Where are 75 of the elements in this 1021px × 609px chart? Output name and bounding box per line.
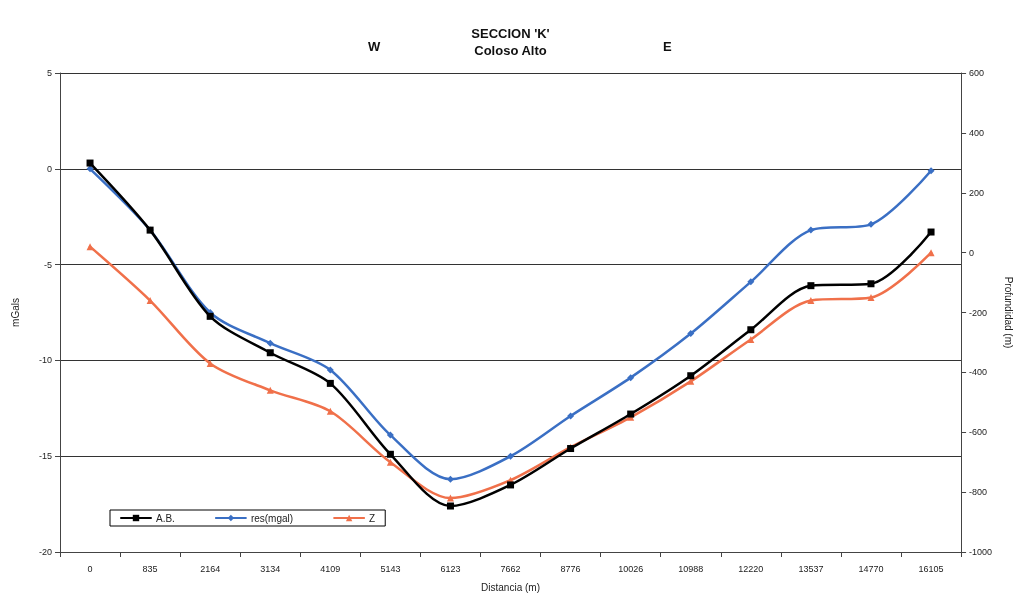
point	[266, 386, 274, 394]
point	[807, 226, 815, 234]
x-tick-label: 6123	[440, 563, 461, 574]
legend-label: res(mgal)	[250, 512, 294, 524]
point	[206, 312, 214, 320]
point	[807, 297, 815, 305]
x-tick-label: 10026	[618, 563, 644, 574]
point	[386, 431, 394, 439]
point	[807, 282, 815, 290]
y2-tick-label: -1000	[969, 547, 993, 557]
y-tick-label: -5	[43, 259, 52, 270]
point	[326, 407, 334, 415]
point	[927, 167, 935, 175]
x-tick-label: 13537	[798, 563, 824, 574]
point	[386, 450, 394, 458]
point	[326, 379, 334, 387]
x-tick-label: 12220	[738, 563, 764, 574]
point	[687, 372, 695, 380]
chart-subtitle: Coloso Alto	[474, 43, 547, 58]
point	[86, 243, 94, 251]
y2-tick-label: 0	[969, 247, 975, 258]
x-tick-label: 4109	[320, 563, 341, 574]
chart-title: SECCION 'K'	[471, 26, 550, 41]
y-tick-label: -15	[38, 451, 52, 462]
point	[446, 475, 454, 483]
y-tick-label: 5	[46, 68, 52, 78]
point	[747, 335, 755, 343]
point	[446, 502, 454, 510]
y-tick-label: -10	[38, 355, 52, 366]
point	[86, 159, 94, 167]
point	[266, 339, 274, 347]
text: W	[368, 39, 381, 54]
x-tick-label: 2164	[200, 563, 221, 574]
x-tick-label: 5143	[380, 563, 401, 574]
y2-tick-label: -800	[969, 487, 988, 498]
y-tick-label: 0	[46, 163, 52, 174]
y2-tick-label: -600	[969, 427, 988, 438]
point	[507, 481, 515, 489]
point	[386, 458, 394, 466]
x-tick-label: 7662	[500, 563, 521, 574]
point	[627, 374, 635, 382]
x-axis-title: Distancia (m)	[481, 581, 540, 593]
y2-tick-label: 400	[969, 127, 985, 138]
x-tick-label: 14770	[858, 563, 884, 574]
point	[747, 326, 755, 334]
point	[867, 280, 875, 288]
point	[266, 349, 274, 357]
x-tick-label: 10988	[678, 563, 704, 574]
text: E	[663, 39, 672, 54]
point	[446, 494, 454, 502]
y-axis-title: mGals	[9, 298, 21, 327]
point	[206, 359, 214, 367]
legend-label: A.B.	[156, 512, 175, 524]
x-tick-label: 0	[87, 563, 93, 574]
y2-tick-label: 200	[969, 187, 985, 198]
x-tick-label: 3134	[260, 563, 281, 574]
point	[867, 294, 875, 302]
x-tick-label: 835	[142, 563, 158, 574]
legend-label: Z	[369, 512, 376, 524]
point	[507, 452, 515, 460]
point	[927, 228, 935, 236]
y2-tick-label: -200	[969, 307, 988, 318]
y2-tick-label: 600	[969, 68, 985, 78]
point	[687, 330, 695, 338]
point	[867, 220, 875, 228]
y-tick-label: -20	[38, 547, 52, 557]
x-tick-label: 8776	[560, 563, 581, 574]
point	[567, 412, 575, 420]
y2-axis-title: Profundidad (m)	[1002, 276, 1014, 349]
point	[146, 297, 154, 305]
point	[927, 249, 935, 257]
point	[326, 366, 334, 374]
point	[747, 278, 755, 286]
y2-tick-label: -400	[969, 367, 988, 378]
x-tick-label: 16105	[918, 563, 944, 574]
